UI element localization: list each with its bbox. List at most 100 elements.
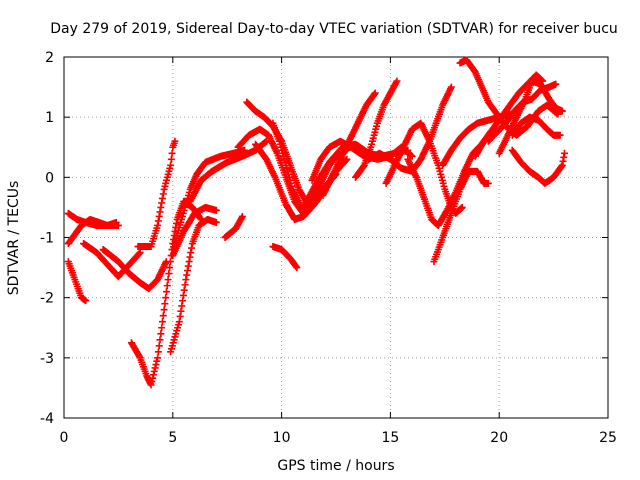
data-point xyxy=(552,80,560,88)
data-point xyxy=(155,342,163,350)
data-point xyxy=(393,77,401,85)
data-point xyxy=(558,107,566,115)
x-tick-label: 25 xyxy=(599,430,617,446)
data-point xyxy=(176,312,184,320)
data-point xyxy=(164,276,172,284)
data-point xyxy=(175,318,183,326)
data-point xyxy=(147,381,155,389)
data-point xyxy=(82,297,90,305)
data-point xyxy=(177,307,185,315)
data-point xyxy=(171,137,179,145)
data-point xyxy=(166,258,174,266)
data-point xyxy=(447,83,455,91)
data-point xyxy=(135,352,143,360)
data-point xyxy=(136,249,144,257)
data-point xyxy=(180,286,188,294)
data-point xyxy=(163,282,171,290)
data-point xyxy=(114,221,122,229)
data-point xyxy=(156,208,164,216)
data-point xyxy=(343,155,351,163)
x-tick-label: 20 xyxy=(490,430,508,446)
data-point xyxy=(187,249,195,257)
data-point xyxy=(150,367,158,375)
data-point xyxy=(152,361,160,369)
data-point xyxy=(212,206,220,214)
data-point xyxy=(184,262,192,270)
x-tick-label: 15 xyxy=(381,430,399,446)
x-axis-label: GPS time / hours xyxy=(277,458,394,474)
data-point xyxy=(167,155,175,163)
data-point xyxy=(149,371,157,379)
data-point xyxy=(154,354,162,362)
data-point xyxy=(155,212,163,220)
y-tick-label: 1 xyxy=(45,110,54,126)
data-point xyxy=(371,89,379,97)
data-point xyxy=(392,79,400,87)
data-point xyxy=(179,297,187,305)
data-point xyxy=(238,214,246,222)
data-point xyxy=(151,364,159,372)
data-point xyxy=(292,262,300,270)
y-tick-label: -4 xyxy=(40,411,54,427)
data-point xyxy=(556,131,564,139)
data-point xyxy=(158,199,166,207)
data-point xyxy=(162,288,170,296)
data-point xyxy=(158,318,166,326)
y-tick-label: -1 xyxy=(40,231,54,247)
data-point xyxy=(153,357,161,365)
data-point xyxy=(484,179,492,187)
y-tick-labels: -4 -3 -2 -1 0 1 2 xyxy=(40,50,54,427)
data-point xyxy=(182,276,190,284)
y-tick-label: 2 xyxy=(45,50,54,66)
data-point xyxy=(458,203,466,211)
data-point xyxy=(408,152,416,160)
data-point xyxy=(165,270,173,278)
data-point xyxy=(158,194,166,202)
data-point xyxy=(560,149,568,157)
data-point xyxy=(183,267,191,275)
data-point xyxy=(156,336,164,344)
data-point xyxy=(157,203,165,211)
data-points xyxy=(64,56,568,389)
data-point xyxy=(149,374,157,382)
data-point xyxy=(161,300,169,308)
data-point xyxy=(159,190,167,198)
data-point xyxy=(167,161,175,169)
data-point xyxy=(212,218,220,226)
data-point xyxy=(135,249,143,257)
data-point xyxy=(238,212,246,220)
data-point xyxy=(181,281,189,289)
x-tick-label: 0 xyxy=(60,430,69,446)
x-tick-label: 10 xyxy=(273,430,291,446)
data-point xyxy=(342,156,350,164)
data-point xyxy=(186,253,194,261)
data-point xyxy=(178,302,186,310)
y-tick-label: -2 xyxy=(40,291,54,307)
data-point xyxy=(293,264,301,272)
x-tick-labels: 0 5 10 15 20 25 xyxy=(60,430,617,446)
chart-title: Day 279 of 2019, Sidereal Day-to-day VTE… xyxy=(50,21,618,37)
data-point xyxy=(148,378,156,386)
data-point xyxy=(183,271,191,279)
data-point xyxy=(179,291,187,299)
data-point xyxy=(158,324,166,332)
data-point xyxy=(166,264,174,272)
data-point xyxy=(196,214,204,222)
data-point xyxy=(185,258,193,266)
data-point xyxy=(557,163,565,171)
y-tick-label: 0 xyxy=(45,170,54,186)
data-point xyxy=(162,294,170,302)
data-point xyxy=(188,244,196,252)
x-tick-label: 5 xyxy=(168,430,177,446)
axis-ticks xyxy=(63,56,609,419)
y-axis-label: SDTVAR / TECUs xyxy=(6,181,22,296)
y-tick-label: -3 xyxy=(40,351,54,367)
data-point xyxy=(168,149,176,157)
data-point xyxy=(154,217,162,225)
data-point xyxy=(154,221,162,229)
data-point xyxy=(157,330,165,338)
data-point xyxy=(159,312,167,320)
data-point xyxy=(154,348,162,356)
data-point xyxy=(160,306,168,314)
